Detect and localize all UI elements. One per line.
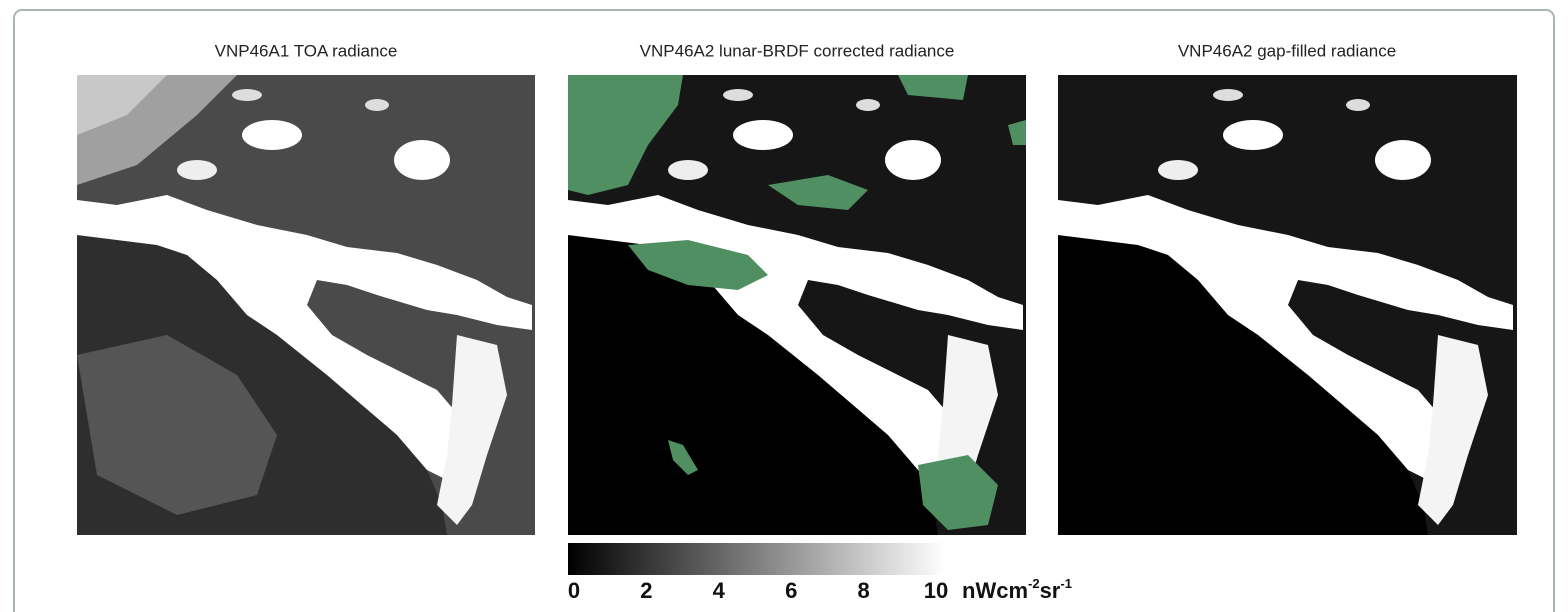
unit-superscript: -2 (1028, 576, 1040, 591)
unit-text: nWcm (962, 578, 1028, 603)
frame (13, 9, 1555, 612)
panel-image (1058, 75, 1517, 535)
colorbar-tick-label: 8 (857, 578, 869, 603)
colorbar-tick-label: 0 (568, 578, 580, 603)
colorbar-tick-label: 10 (924, 578, 948, 603)
panel-title: VNP46A2 gap-filled radiance (1178, 41, 1396, 60)
colorbar-tick-label: 2 (640, 578, 652, 603)
colorbar (568, 543, 945, 575)
panel-image (77, 75, 535, 535)
panel-title: VNP46A1 TOA radiance (215, 41, 398, 60)
panel-title: VNP46A2 lunar-BRDF corrected radiance (640, 41, 955, 60)
unit-text: sr (1040, 578, 1061, 603)
unit-superscript: -1 (1060, 576, 1072, 591)
colorbar-tick-label: 4 (713, 578, 726, 603)
colorbar-unit: nWcm-2sr-1 (962, 576, 1072, 603)
colorbar-tick-label: 6 (785, 578, 797, 603)
panel-image (568, 75, 1026, 535)
